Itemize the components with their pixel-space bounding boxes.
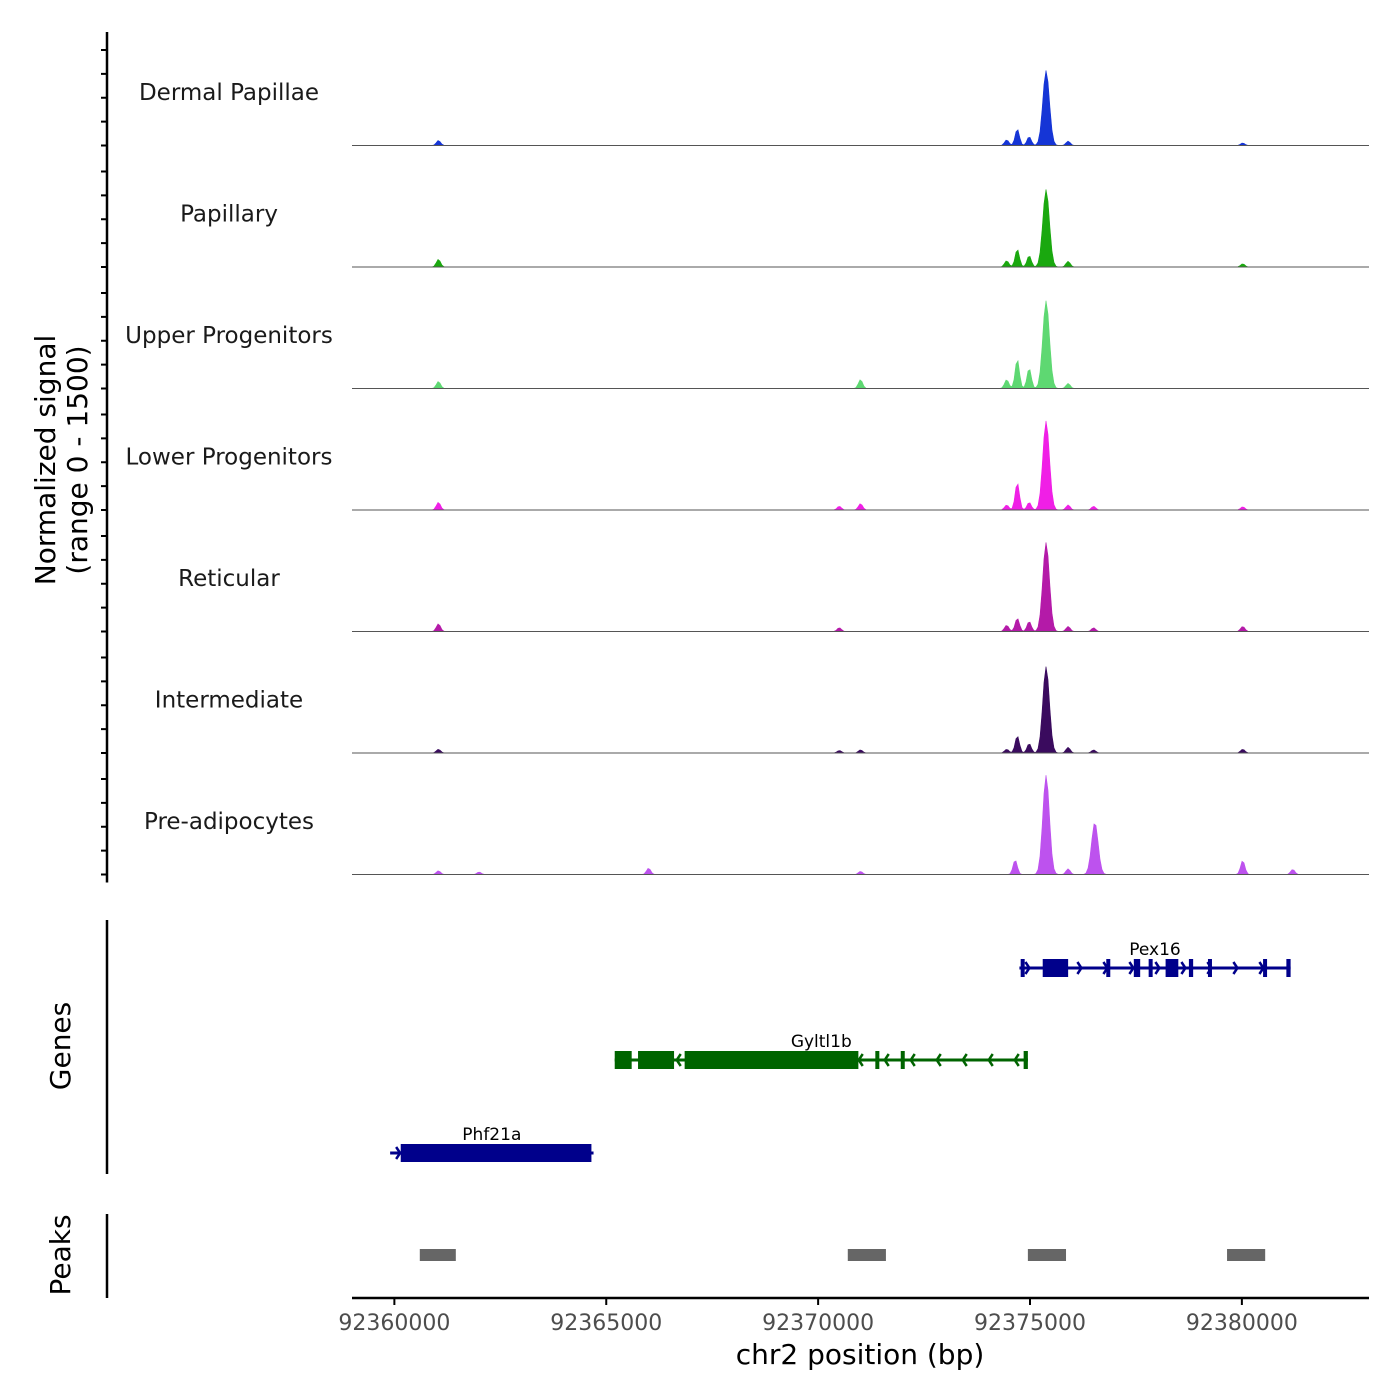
y-axis-title-line1: Normalized signal	[29, 335, 62, 586]
x-tick-label: 92370000	[762, 1311, 874, 1336]
gene-track: Pex16 Gyltl1b Phf21a	[390, 940, 1291, 1162]
series-label: Lower Progenitors	[126, 445, 333, 471]
x-axis-ticks: 92360000 92365000 92370000 92375000 92380000	[338, 1298, 1298, 1336]
x-tick-label: 92360000	[338, 1311, 450, 1336]
gene-exon	[1165, 959, 1179, 977]
strand-arrow	[1024, 961, 1031, 975]
x-axis-title: chr2 position (bp)	[736, 1338, 985, 1371]
x-tick-label: 92365000	[550, 1311, 662, 1336]
coverage-area	[352, 420, 1369, 511]
gene-exon	[614, 1051, 632, 1069]
gene-exon	[684, 1051, 859, 1069]
gene-exon	[900, 1051, 905, 1069]
gene-exon	[1023, 1051, 1028, 1069]
strand-arrow	[935, 1053, 942, 1067]
series-label: Dermal Papillae	[139, 80, 319, 106]
coverage-tracks	[352, 70, 1369, 875]
x-tick-label: 92375000	[974, 1311, 1086, 1336]
strand-arrow	[675, 1053, 682, 1067]
gene-exon	[400, 1144, 592, 1162]
strand-arrow	[1232, 961, 1239, 975]
gene-exon	[1020, 959, 1025, 977]
strand-arrow	[1128, 961, 1135, 975]
coverage-area	[352, 70, 1369, 146]
gene-exon	[1263, 959, 1268, 977]
genes-track-title: Genes	[44, 1002, 77, 1090]
peak-track	[419, 1249, 1266, 1261]
x-tick-label: 92380000	[1186, 1311, 1298, 1336]
strand-arrow	[1154, 961, 1161, 975]
gene-exon	[1148, 959, 1153, 977]
y-axis-title-line2: (range 0 - 1500)	[61, 345, 94, 574]
series-label: Pre-adipocytes	[144, 809, 314, 835]
coverage-track-labels: Dermal Papillae Papillary Upper Progenitor…	[125, 80, 333, 835]
peak-region	[419, 1249, 456, 1261]
strand-arrow	[1180, 961, 1187, 975]
gene-exon	[638, 1051, 675, 1069]
gene-label: Phf21a	[462, 1125, 521, 1145]
gene-label: Gyltl1b	[791, 1032, 852, 1052]
strand-arrow	[883, 1053, 890, 1067]
gene-exon	[875, 1051, 880, 1069]
strand-arrow	[395, 1146, 402, 1160]
strand-arrow	[987, 1053, 994, 1067]
gene-exon	[1042, 959, 1069, 977]
gene-exon	[1106, 959, 1111, 977]
y-axis-title: Normalized signal (range 0 - 1500)	[29, 335, 94, 586]
gene-label: Pex16	[1129, 940, 1181, 960]
coverage-axis	[101, 32, 109, 883]
series-label: Intermediate	[155, 688, 303, 714]
strand-arrow	[857, 1053, 864, 1067]
coverage-area	[352, 666, 1369, 754]
peak-region	[1227, 1249, 1266, 1261]
coverage-area	[352, 189, 1369, 268]
peaks-track-title: Peaks	[44, 1214, 77, 1295]
strand-arrow	[909, 1053, 916, 1067]
strand-arrow	[961, 1053, 968, 1067]
peak-region	[1027, 1249, 1067, 1261]
coverage-area	[352, 542, 1369, 632]
gene-exon	[1133, 959, 1141, 977]
series-label: Reticular	[178, 566, 280, 592]
strand-arrow	[1076, 961, 1083, 975]
strand-arrow	[1013, 1053, 1020, 1067]
coverage-area	[352, 775, 1369, 875]
series-label: Papillary	[180, 202, 278, 228]
peak-region	[847, 1249, 886, 1261]
gene-exon	[1188, 959, 1194, 977]
gene-exon	[1207, 959, 1212, 977]
gene-exon	[1286, 959, 1291, 977]
coverage-area	[352, 300, 1369, 389]
series-label: Upper Progenitors	[125, 323, 333, 349]
